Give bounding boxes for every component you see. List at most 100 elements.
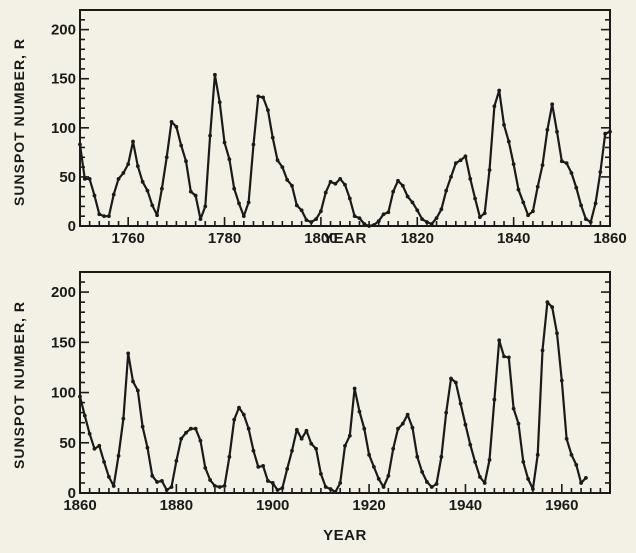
data-point	[92, 193, 97, 198]
data-point	[275, 158, 280, 163]
data-point	[415, 208, 420, 213]
data-point	[338, 176, 343, 181]
data-point	[299, 208, 304, 213]
data-point	[492, 397, 497, 402]
data-point	[179, 143, 184, 148]
data-point	[217, 485, 222, 489]
data-point	[535, 184, 540, 189]
data-point	[193, 426, 198, 431]
data-point	[439, 454, 444, 459]
data-point	[135, 388, 140, 393]
data-point	[405, 412, 410, 417]
data-point	[121, 416, 126, 421]
data-point	[246, 200, 251, 205]
data-point	[140, 179, 145, 184]
data-point	[97, 212, 102, 217]
data-point	[304, 428, 309, 433]
data-point	[314, 217, 318, 222]
data-point	[116, 453, 121, 458]
sunspot-series-line	[78, 301, 587, 494]
y-tick-label: 200	[51, 22, 76, 39]
data-point	[208, 133, 212, 138]
data-point	[280, 165, 285, 169]
data-point	[531, 209, 535, 214]
data-point	[131, 139, 135, 144]
data-point	[323, 485, 328, 489]
data-point	[487, 457, 492, 462]
data-point	[468, 176, 473, 181]
data-point	[482, 211, 487, 216]
data-point	[564, 436, 569, 441]
data-point	[545, 300, 550, 305]
data-point	[367, 452, 371, 457]
data-point	[328, 487, 333, 491]
chart-panel-2: 1860 1880 1900 1920 1940 1960 0 50 100 150 200 YEAR…	[11, 271, 611, 544]
data-point	[579, 481, 583, 485]
x-tick-label: 1900	[256, 497, 289, 514]
data-point	[285, 177, 290, 182]
data-point	[564, 161, 569, 166]
data-point	[559, 159, 564, 164]
data-point	[376, 477, 381, 481]
data-point	[391, 446, 396, 451]
data-point	[290, 183, 294, 188]
data-point	[357, 409, 362, 414]
data-point	[314, 446, 318, 451]
data-point	[111, 484, 116, 488]
data-point	[482, 481, 487, 485]
data-point	[237, 201, 241, 206]
y-tick-label: 50	[59, 169, 76, 186]
y-tick-label: 0	[68, 218, 76, 235]
data-point	[410, 200, 415, 205]
y-tick-label: 100	[51, 385, 76, 402]
data-point	[473, 196, 477, 201]
data-point	[425, 480, 429, 484]
data-point	[251, 142, 256, 147]
data-point	[521, 459, 526, 464]
data-point	[232, 417, 237, 422]
x-tick-label: 1820	[401, 230, 434, 247]
data-point	[487, 168, 492, 172]
x-tick-label: 1940	[449, 497, 482, 514]
data-point	[256, 94, 261, 99]
data-point	[179, 436, 184, 441]
data-point	[372, 223, 376, 227]
data-point	[232, 186, 237, 191]
data-point	[579, 203, 583, 208]
data-point	[347, 433, 352, 438]
data-point	[294, 427, 299, 432]
data-point	[420, 217, 424, 222]
data-point	[227, 454, 232, 459]
data-point	[352, 214, 357, 219]
data-point	[588, 220, 593, 224]
plot-frame	[79, 271, 611, 494]
data-point	[261, 95, 265, 100]
data-point	[400, 421, 405, 426]
data-point	[222, 484, 227, 488]
data-point	[174, 458, 179, 463]
data-point	[290, 448, 294, 453]
data-point	[415, 454, 420, 459]
data-point	[92, 446, 97, 451]
data-point	[193, 193, 198, 198]
x-tick-label: 1960	[545, 497, 578, 514]
data-point	[526, 477, 530, 481]
data-point	[386, 210, 391, 215]
data-point	[386, 474, 391, 478]
data-point	[135, 164, 140, 169]
data-point	[319, 472, 323, 476]
data-point	[251, 448, 256, 453]
data-point	[458, 158, 463, 163]
data-point	[160, 186, 164, 191]
data-point	[569, 171, 574, 175]
data-point	[506, 139, 511, 144]
data-point	[145, 188, 150, 193]
data-point	[160, 479, 164, 483]
data-point	[328, 179, 333, 184]
data-point	[309, 220, 314, 224]
data-point	[521, 200, 526, 205]
data-point	[116, 176, 121, 181]
data-point	[444, 410, 449, 415]
data-point	[367, 224, 371, 228]
data-point	[333, 490, 338, 494]
